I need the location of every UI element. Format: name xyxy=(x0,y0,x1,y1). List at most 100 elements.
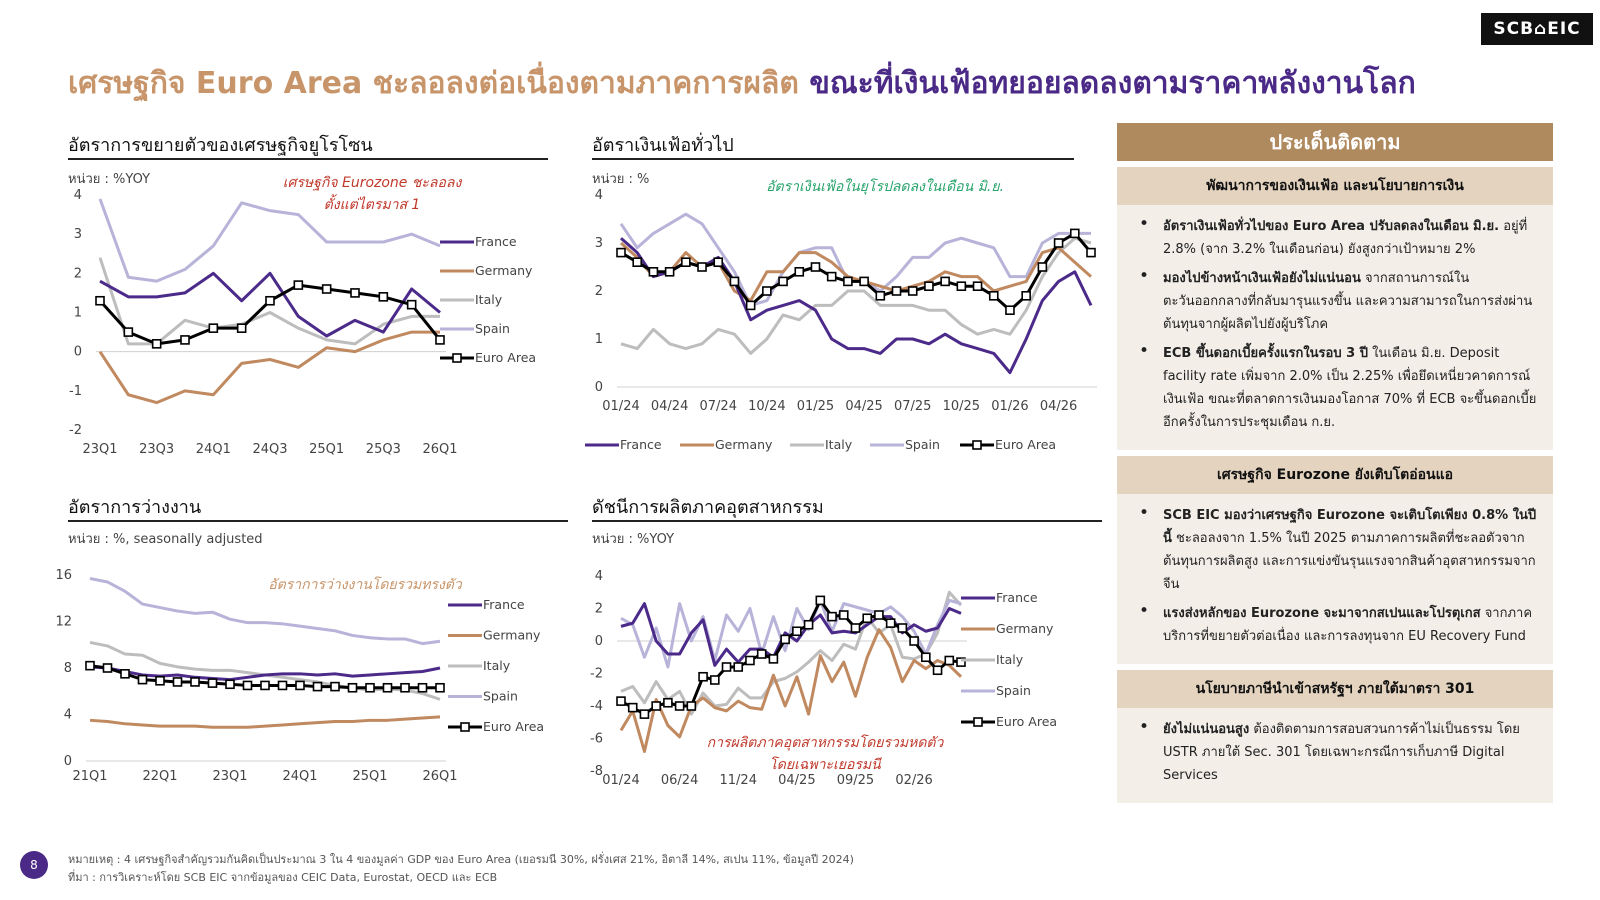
unemp-unit: หน่วย : %, seasonally adjusted xyxy=(68,532,263,547)
bullet-text: ในเดือน มิ.ย. Deposit facility rate เพิ่… xyxy=(1163,346,1537,430)
x-tick-label: 23Q3 xyxy=(139,442,174,457)
y-tick-label: 4 xyxy=(595,188,603,203)
legend-label: Spain xyxy=(483,689,518,704)
x-tick-label: 07/24 xyxy=(700,399,737,414)
y-tick-label: 0 xyxy=(595,380,603,395)
legend-label: Euro Area xyxy=(483,719,544,734)
bullet-bold: ยังไม่แน่นอนสูง xyxy=(1163,722,1250,737)
euro-area-point xyxy=(988,291,999,301)
euro-area-point xyxy=(674,701,685,711)
ip-unit: หน่วย : %YOY xyxy=(592,532,675,547)
x-tick-label: 26Q1 xyxy=(422,442,457,457)
legend-label: France xyxy=(483,597,525,612)
euro-area-point xyxy=(321,284,332,294)
euro-area-point xyxy=(745,300,756,311)
unemp-annotation-line1: อัตราการว่างงานโดยรวมทรงตัว xyxy=(268,577,462,593)
gdp-annotation: เศรษฐกิจ Eurozone ชะลอลง ตั้งแต่ไตรมาส 1 xyxy=(262,172,482,216)
x-tick-label: 21Q1 xyxy=(72,769,107,784)
bullet-bold: SCB EIC มองว่าเศรษฐกิจ Eurozone จะเติบโต… xyxy=(1163,508,1537,546)
euro-area-point xyxy=(632,257,643,267)
legend-label: Germany xyxy=(483,628,541,643)
inflation-section-heading: พัฒนาการของเงินเฟ้อ และนโยบายการเงิน xyxy=(1117,167,1553,205)
bullet-bold: ECB ขึ้นดอกเบี้ยครั้งแรกในรอบ 3 ปี xyxy=(1163,346,1368,361)
x-tick-label: 22Q1 xyxy=(142,769,177,784)
euro-area-point xyxy=(435,682,445,693)
euro-area-point xyxy=(921,652,931,663)
footnote-note: หมายเหตุ : 4 เศรษฐกิจสำคัญรวมกันคิดเป็นป… xyxy=(68,853,854,866)
euro-area-point xyxy=(733,662,744,672)
x-tick-label: 25Q1 xyxy=(309,442,344,457)
euro-area-point xyxy=(277,680,288,691)
ip-title-rule xyxy=(592,520,1102,522)
series-line-germany xyxy=(619,628,963,753)
euro-area-point xyxy=(295,680,305,691)
ip-annotation-line1: การผลิตภาคอุตสาหกรรมโดยรวมหดตัว xyxy=(706,735,944,751)
x-tick-label: 24Q3 xyxy=(252,442,287,457)
x-tick-label: 07/25 xyxy=(894,399,931,414)
legend-swatch-marker xyxy=(973,717,983,727)
legend-swatch-marker xyxy=(452,353,462,363)
x-tick-label: 06/24 xyxy=(661,773,698,788)
euro-area-point xyxy=(95,295,105,306)
euro-area-point xyxy=(885,618,896,628)
unemp-annotation: อัตราการว่างงานโดยรวมทรงตัว xyxy=(250,574,480,596)
bullet-item: อัตราเงินเฟ้อทั่วไปของ Euro Area ปรับลดล… xyxy=(1137,213,1539,261)
euro-area-point xyxy=(120,669,130,679)
euro-area-point xyxy=(859,276,869,287)
y-tick-label: 3 xyxy=(74,227,82,242)
euro-area-point xyxy=(686,701,697,711)
euro-area-point xyxy=(627,702,638,713)
series-line-germany xyxy=(89,715,441,729)
series-line-spain xyxy=(89,577,441,646)
euro-area-point xyxy=(794,267,805,277)
euro-area-point xyxy=(713,257,724,267)
euro-area-point xyxy=(780,634,790,645)
watch-points-header: ประเด็นติดตาม xyxy=(1117,123,1553,161)
x-tick-label: 04/25 xyxy=(845,399,882,414)
cpi-unit: หน่วย : % xyxy=(592,172,650,187)
unemp-title-rule xyxy=(68,520,568,522)
euro-area-point xyxy=(137,674,148,685)
y-tick-label: 4 xyxy=(64,708,72,723)
euro-area-point xyxy=(745,655,755,666)
legend-label: Euro Area xyxy=(995,437,1056,452)
euro-area-point xyxy=(729,276,740,287)
euro-area-point xyxy=(681,257,691,267)
euro-area-point xyxy=(792,626,802,637)
euro-area-point xyxy=(1086,247,1096,258)
cpi-annotation: อัตราเงินเฟ้อในยุโรปลดลงในเดือน มิ.ย. xyxy=(745,176,1025,198)
gdp-unit: หน่วย : %YOY xyxy=(68,172,151,187)
euro-area-point xyxy=(406,299,417,310)
euro-area-point xyxy=(365,682,375,693)
x-tick-label: 09/25 xyxy=(837,773,874,788)
x-tick-label: 01/26 xyxy=(991,399,1028,414)
page-number: 8 xyxy=(20,851,48,879)
y-tick-label: -2 xyxy=(590,667,603,682)
x-tick-label: 01/25 xyxy=(797,399,834,414)
series-line-italy xyxy=(620,236,1092,355)
bullet-item: ยังไม่แน่นอนสูง ต้องติดตามการสอบสวนการค้… xyxy=(1137,716,1539,787)
legend-label: France xyxy=(996,590,1038,605)
page-title: เศรษฐกิจ Euro Area ชะลอลงต่อเนื่องตามภาค… xyxy=(68,60,1416,107)
euro-area-point xyxy=(944,655,955,666)
y-tick-label: 1 xyxy=(74,306,82,321)
euro-area-point xyxy=(293,280,304,290)
x-tick-label: 23Q1 xyxy=(212,769,247,784)
euro-area-point xyxy=(1053,238,1064,248)
euro-area-point xyxy=(862,613,873,624)
legend-swatch-marker xyxy=(460,722,470,732)
euro-area-point xyxy=(768,654,779,664)
euro-area-point xyxy=(956,281,967,291)
legend-label: Italy xyxy=(825,437,853,452)
euro-area-point xyxy=(891,286,902,296)
bullet-item: ECB ขึ้นดอกเบี้ยครั้งแรกในรอบ 3 ปี ในเดื… xyxy=(1137,340,1539,434)
ip-annotation: การผลิตภาคอุตสาหกรรมโดยรวมหดตัว โดยเฉพาะ… xyxy=(690,732,960,776)
series-line-germany xyxy=(98,330,440,405)
euro-area-point xyxy=(810,262,821,272)
tariff-section-body: ยังไม่แน่นอนสูง ต้องติดตามการสอบสวนการค้… xyxy=(1117,708,1553,803)
legend-label: Euro Area xyxy=(996,714,1057,729)
bullet-item: มองไปข้างหน้าเงินเฟ้อยังไม่แน่นอน จากสถา… xyxy=(1137,265,1539,336)
euro-area-point xyxy=(762,286,772,296)
